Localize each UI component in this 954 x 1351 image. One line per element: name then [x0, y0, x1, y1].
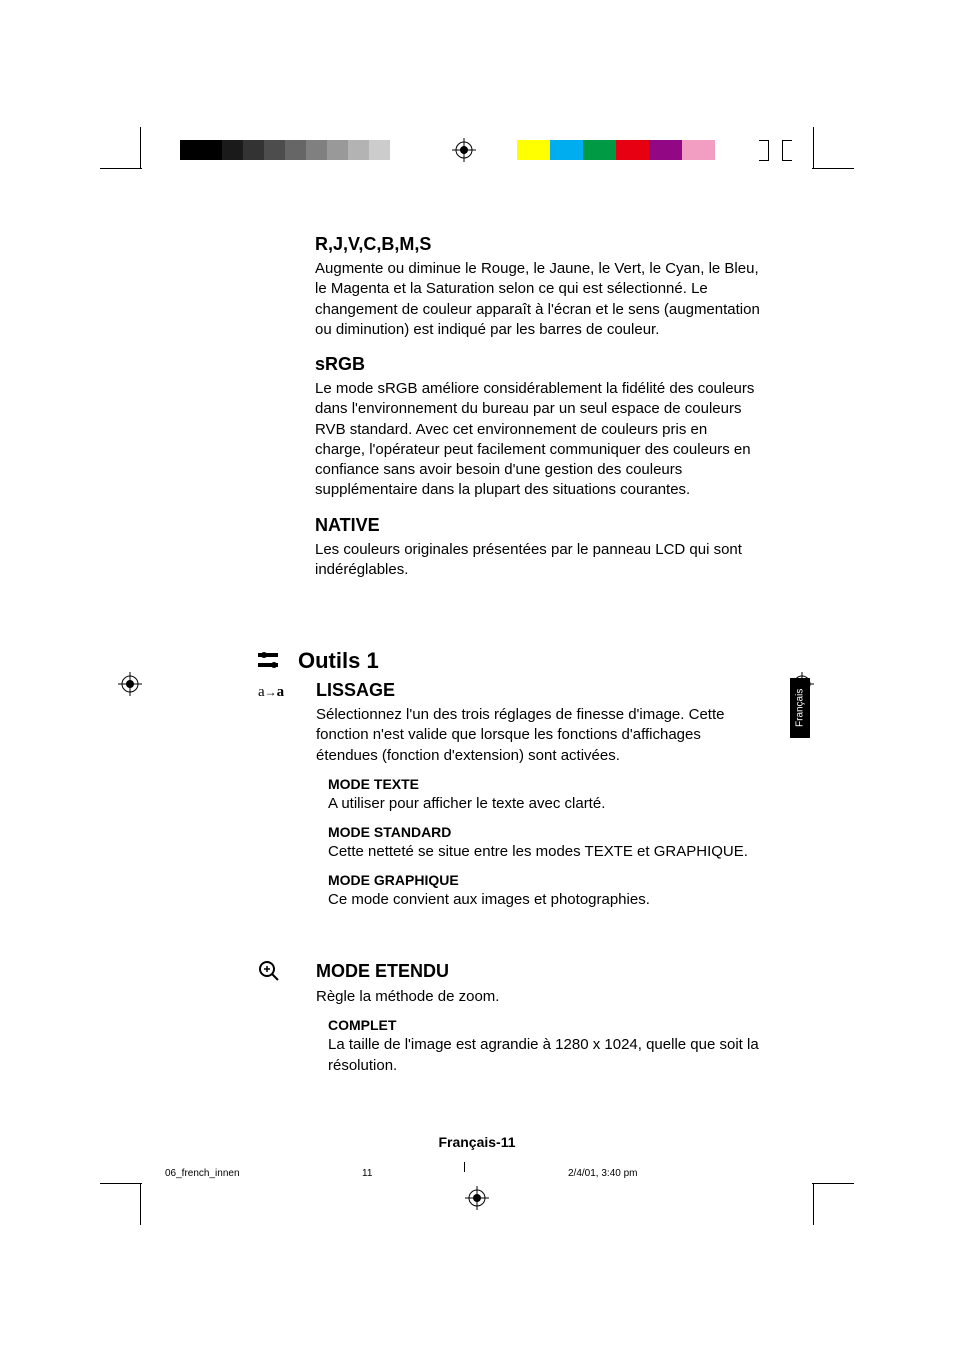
crop-mark	[768, 140, 769, 160]
crop-mark	[782, 140, 783, 160]
footer-datetime: 2/4/01, 3:40 pm	[568, 1168, 638, 1179]
crop-mark	[813, 127, 814, 169]
paragraph-rjv: Augmente ou diminue le Rouge, le Jaune, …	[315, 259, 760, 340]
color-bar	[517, 140, 748, 160]
lissage-prefix: a→a	[258, 684, 296, 701]
swatch	[180, 140, 201, 160]
swatch	[201, 140, 222, 160]
tools-heading-row: Outils 1	[258, 648, 379, 674]
crop-mark	[140, 1183, 141, 1225]
swatch	[348, 140, 369, 160]
crop-mark	[464, 1162, 465, 1172]
heading-srgb: sRGB	[315, 354, 760, 375]
swatch	[369, 140, 390, 160]
mode-standard-text: Cette netteté se situe entre les modes T…	[328, 842, 760, 862]
crop-mark	[100, 168, 142, 169]
crop-mark	[812, 1183, 854, 1184]
lissage-block: a→a LISSAGE Sélectionnez l'un des trois …	[258, 680, 760, 911]
crop-mark	[782, 140, 792, 141]
heading-tools: Outils 1	[298, 648, 379, 674]
crop-mark	[782, 160, 792, 161]
swatch	[715, 140, 748, 160]
swatch	[243, 140, 264, 160]
crop-mark	[759, 160, 769, 161]
content-column: R,J,V,C,B,M,S Augmente ou diminue le Rou…	[315, 234, 760, 594]
swatch	[517, 140, 550, 160]
crop-mark	[813, 1183, 814, 1225]
swatch	[616, 140, 649, 160]
crop-mark	[100, 1183, 142, 1184]
tools-icon	[258, 651, 284, 671]
swatch	[649, 140, 682, 160]
heading-native: NATIVE	[315, 515, 760, 536]
language-tab: Français	[790, 678, 810, 738]
page: Français R,J,V,C,B,M,S Augmente ou dimin…	[0, 0, 954, 1351]
grayscale-bar	[180, 140, 411, 160]
swatch	[390, 140, 411, 160]
crop-mark	[140, 127, 141, 169]
swatch	[222, 140, 243, 160]
swatch	[264, 140, 285, 160]
mode-standard-label: MODE STANDARD	[328, 824, 760, 840]
footer-filename: 06_french_innen	[165, 1168, 240, 1179]
paragraph-native: Les couleurs originales présentées par l…	[315, 540, 760, 581]
swatch	[550, 140, 583, 160]
registration-mark	[465, 1186, 489, 1215]
mode-complet-text: La taille de l'image est agrandie à 1280…	[328, 1035, 760, 1076]
paragraph-lissage: Sélectionnez l'un des trois réglages de …	[316, 705, 760, 766]
paragraph-etendu: Règle la méthode de zoom.	[316, 987, 760, 1007]
mode-graphique-label: MODE GRAPHIQUE	[328, 872, 760, 888]
mode-graphique-text: Ce mode convient aux images et photograp…	[328, 890, 760, 910]
heading-mode-etendu: MODE ETENDU	[316, 961, 449, 982]
mode-etendu-block: MODE ETENDU Règle la méthode de zoom. CO…	[258, 960, 760, 1076]
swatch	[327, 140, 348, 160]
page-number-label: Français-11	[0, 1134, 954, 1150]
zoom-icon	[258, 960, 286, 987]
footer-meta: 06_french_innen 11 2/4/01, 3:40 pm	[165, 1168, 789, 1179]
footer-pagenum: 11	[362, 1168, 372, 1179]
heading-lissage: LISSAGE	[316, 680, 395, 701]
mode-complet-label: COMPLET	[328, 1017, 760, 1033]
swatch	[285, 140, 306, 160]
swatch	[682, 140, 715, 160]
registration-mark	[118, 672, 142, 696]
mode-texte-text: A utiliser pour afficher le texte avec c…	[328, 794, 760, 814]
swatch	[306, 140, 327, 160]
mode-texte-label: MODE TEXTE	[328, 776, 760, 792]
registration-mark	[452, 138, 476, 162]
paragraph-srgb: Le mode sRGB améliore considérablement l…	[315, 379, 760, 501]
swatch	[583, 140, 616, 160]
heading-rjv: R,J,V,C,B,M,S	[315, 234, 760, 255]
crop-mark	[812, 168, 854, 169]
